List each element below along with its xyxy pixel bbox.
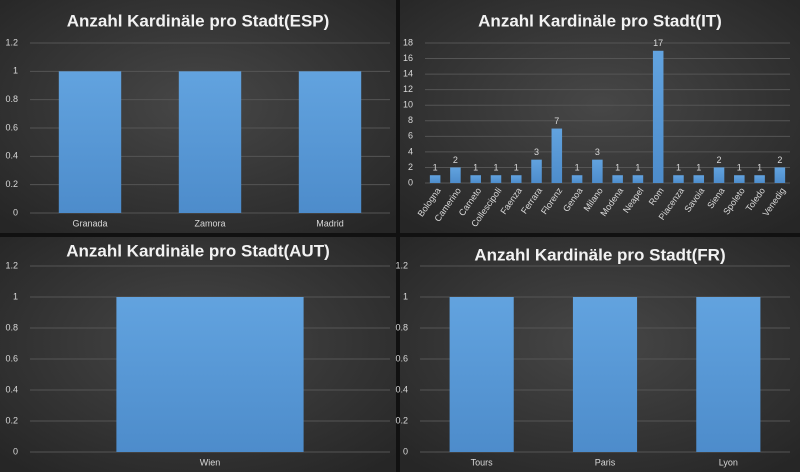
y-tick-label: 1.2	[395, 260, 408, 270]
y-tick-label: 14	[403, 68, 413, 78]
bar	[298, 71, 362, 213]
x-tick-label: Paris	[595, 457, 616, 467]
data-label: 1	[493, 163, 498, 173]
y-tick-label: 0	[13, 446, 18, 456]
y-tick-label: 4	[408, 146, 413, 156]
data-label: 1	[575, 163, 580, 173]
bar	[571, 175, 583, 183]
data-label: 1	[737, 163, 742, 173]
y-tick-label: 10	[403, 100, 413, 110]
data-label: 1	[615, 163, 620, 173]
bar	[470, 175, 481, 183]
bar	[713, 167, 725, 183]
y-tick-label: 18	[403, 37, 413, 47]
bar	[178, 71, 242, 213]
bar	[612, 175, 623, 183]
bar	[696, 297, 761, 452]
y-tick-label: 12	[403, 84, 413, 94]
y-tick-label: 8	[408, 115, 413, 125]
bar	[429, 175, 441, 183]
y-tick-label: 16	[403, 53, 413, 63]
y-tick-label: 1	[403, 291, 408, 301]
data-label: 1	[433, 163, 438, 173]
y-tick-label: 0.8	[395, 322, 408, 332]
chart-title: Anzahl Kardinäle pro Stadt(ESP)	[67, 11, 330, 30]
bar	[632, 175, 644, 183]
bar	[734, 175, 745, 183]
y-tick-label: 0.8	[5, 322, 18, 332]
y-tick-label: 6	[408, 131, 413, 141]
chart-title: Anzahl Kardinäle pro Stadt(AUT)	[66, 241, 330, 260]
bar	[531, 159, 542, 183]
y-tick-label: 0.4	[5, 151, 18, 161]
panel	[400, 0, 800, 233]
bar	[592, 159, 603, 183]
bar	[449, 297, 514, 452]
bar	[673, 175, 684, 183]
bar	[754, 175, 765, 183]
bar	[490, 175, 502, 183]
bar	[116, 297, 304, 452]
data-label: 1	[635, 163, 640, 173]
data-label: 2	[777, 155, 782, 165]
chart-title: Anzahl Kardinäle pro Stadt(IT)	[478, 11, 722, 30]
y-tick-label: 0.2	[395, 415, 408, 425]
bar	[572, 297, 638, 452]
x-tick-label: Granada	[72, 218, 107, 228]
data-label: 17	[653, 38, 663, 48]
x-tick-label: Lyon	[719, 457, 738, 467]
y-tick-label: 1	[13, 291, 18, 301]
x-tick-label: Madrid	[316, 218, 344, 228]
data-label: 2	[717, 155, 722, 165]
data-label: 3	[534, 147, 539, 157]
y-tick-label: 0.4	[5, 384, 18, 394]
bar	[774, 167, 786, 183]
y-tick-label: 0	[403, 446, 408, 456]
y-tick-label: 0.4	[395, 384, 408, 394]
bar	[693, 175, 705, 183]
y-tick-label: 0.6	[395, 353, 408, 363]
y-tick-label: 0	[408, 177, 413, 187]
bar	[450, 167, 461, 183]
y-tick-label: 0.6	[5, 353, 18, 363]
y-tick-label: 1.2	[5, 37, 18, 47]
x-tick-label: Tours	[471, 457, 494, 467]
bar	[510, 175, 522, 183]
chart-title: Anzahl Kardinäle pro Stadt(FR)	[474, 245, 725, 264]
x-tick-label: Zamora	[194, 218, 225, 228]
y-tick-label: 0.2	[5, 415, 18, 425]
data-label: 7	[554, 116, 559, 126]
data-label: 2	[453, 155, 458, 165]
data-label: 1	[757, 163, 762, 173]
data-label: 1	[676, 163, 681, 173]
data-label: 1	[696, 163, 701, 173]
data-label: 1	[473, 163, 478, 173]
y-tick-label: 0	[13, 207, 18, 217]
y-tick-label: 0.6	[5, 122, 18, 132]
data-label: 1	[514, 163, 519, 173]
y-tick-label: 1.2	[5, 260, 18, 270]
y-tick-label: 2	[408, 162, 413, 172]
y-tick-label: 0.2	[5, 179, 18, 189]
y-tick-label: 1	[13, 66, 18, 76]
data-label: 3	[595, 147, 600, 157]
y-tick-label: 0.8	[5, 94, 18, 104]
bar	[652, 50, 664, 184]
bar	[58, 71, 122, 213]
x-tick-label: Wien	[200, 457, 221, 467]
bar	[551, 128, 563, 183]
